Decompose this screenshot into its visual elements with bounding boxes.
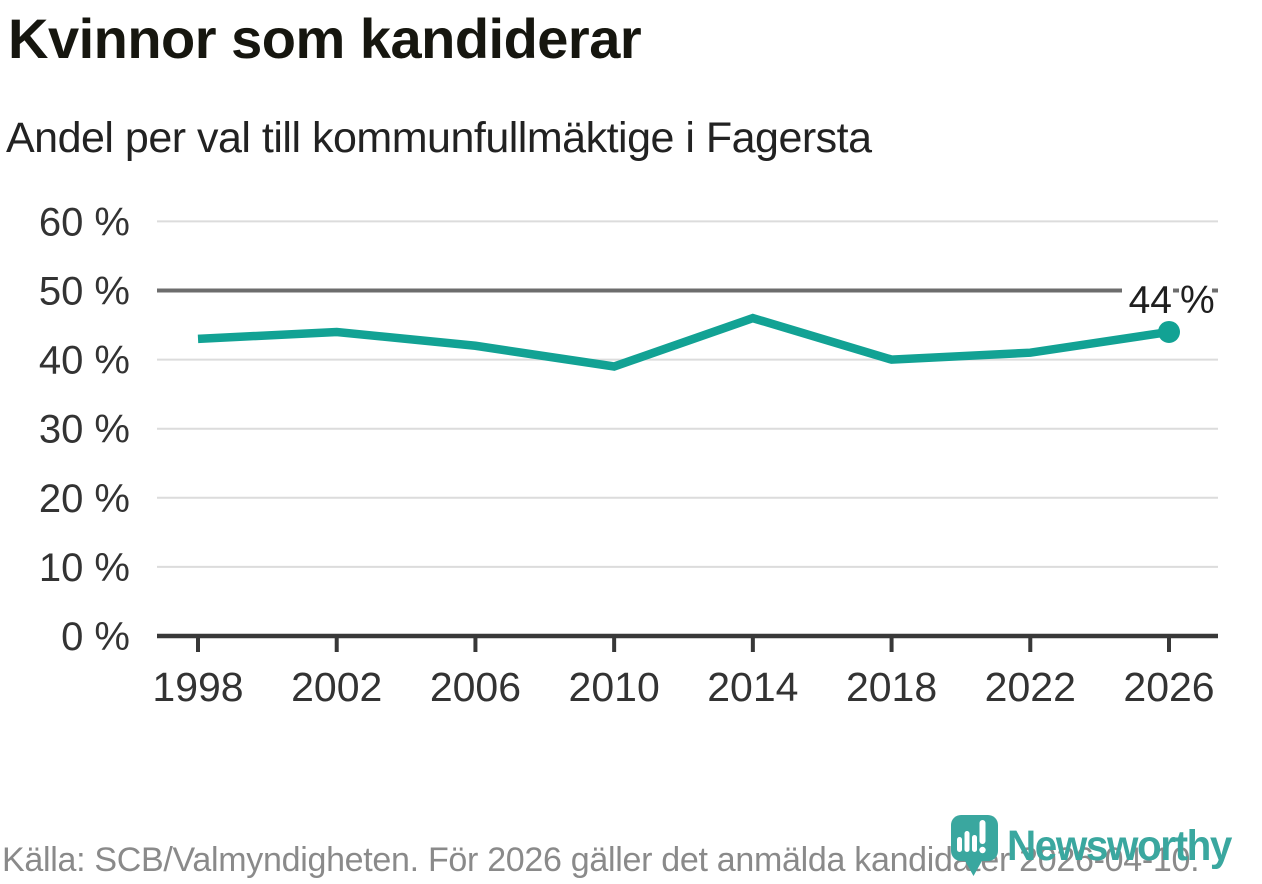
x-tick-label: 2022 <box>985 664 1076 710</box>
y-tick-label: 60 % <box>39 200 130 244</box>
newsworthy-wordmark: Newsworthy <box>1007 822 1232 870</box>
data-line <box>197 313 1170 371</box>
y-tick-label: 40 % <box>39 339 130 383</box>
end-data-point <box>1158 320 1180 343</box>
x-tick-label: 2002 <box>291 664 382 710</box>
newsworthy-pin-icon <box>951 815 998 876</box>
x-tick-label: 1998 <box>152 664 243 710</box>
y-tick-label: 20 % <box>39 477 130 521</box>
x-tick-label: 2014 <box>707 664 798 710</box>
x-tick-label: 2018 <box>846 664 937 710</box>
y-tick-label: 10 % <box>39 546 130 590</box>
end-label-backing <box>1179 280 1212 320</box>
end-value-label: 44 <box>1129 279 1172 322</box>
y-tick-label: 0 % <box>61 615 130 659</box>
y-tick-label: 50 % <box>39 270 130 314</box>
x-tick-label: 2010 <box>569 664 660 710</box>
end-unit-label: % <box>1180 279 1215 322</box>
y-tick-label: 30 % <box>39 408 130 452</box>
x-tick-label: 2006 <box>430 664 521 710</box>
chart-title: Kvinnor som kandiderar <box>8 7 642 70</box>
end-label-backing <box>1122 280 1173 320</box>
x-tick-label: 2026 <box>1123 664 1214 710</box>
chart-subtitle: Andel per val till kommunfullmäktige i F… <box>6 114 872 162</box>
source-note: Källa: SCB/Valmyndigheten. För 2026 gäll… <box>2 841 1200 879</box>
newsworthy-logo: Newsworthy <box>950 813 1262 879</box>
